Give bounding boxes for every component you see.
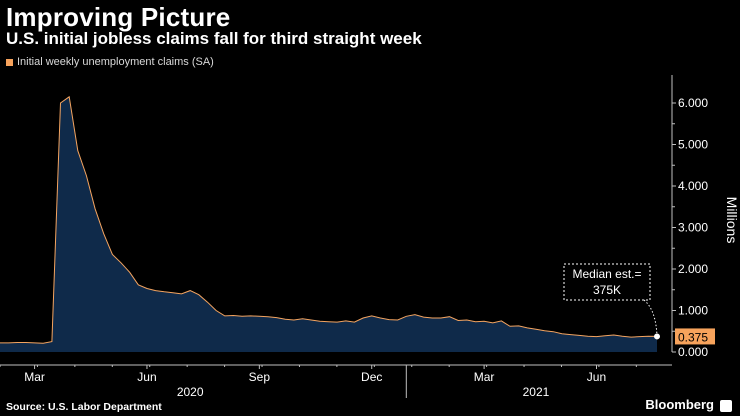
legend-label: Initial weekly unemployment claims (SA): [17, 56, 214, 68]
brand-logo: Bloomberg: [645, 397, 714, 412]
y-tick-label: 4.000: [678, 179, 708, 193]
year-label: 2021: [523, 385, 550, 399]
annotation-connector: [643, 299, 658, 337]
chart-subtitle: U.S. initial jobless claims fall for thi…: [6, 29, 422, 48]
last-value-badge: [675, 328, 715, 345]
bloomberg-badge-icon: [720, 400, 732, 412]
annotation-box: [563, 263, 651, 301]
y-tick-label: 2.000: [678, 262, 708, 276]
y-tick-label: 3.000: [678, 221, 708, 235]
y-axis-title: Millions: [724, 197, 740, 244]
source-note: Source: U.S. Labor Department: [6, 401, 162, 413]
chart-title: Improving Picture: [6, 2, 231, 32]
y-tick-label: 5.000: [678, 138, 708, 152]
annotation-point: [654, 333, 660, 340]
annotation-line-1: Median est.=: [572, 267, 641, 281]
y-tick-label: 1.000: [678, 304, 708, 318]
legend: Initial weekly unemployment claims (SA): [6, 56, 214, 68]
x-tick-label: Mar: [474, 370, 495, 384]
year-label: 2020: [177, 385, 204, 399]
y-tick-label: 6.000: [678, 96, 708, 110]
annotation-line-2: 375K: [593, 283, 621, 297]
legend-swatch: [6, 58, 13, 66]
y-tick-label: 0.000: [678, 345, 708, 359]
x-tick-label: Sep: [249, 370, 271, 384]
x-tick-label: Dec: [361, 370, 382, 384]
x-tick-label: Jun: [137, 370, 156, 384]
x-tick-label: Jun: [587, 370, 606, 384]
last-value-label: 0.375: [678, 330, 708, 344]
x-tick-label: Mar: [24, 370, 45, 384]
series-line: [0, 95, 658, 344]
series-area: [0, 96, 657, 352]
